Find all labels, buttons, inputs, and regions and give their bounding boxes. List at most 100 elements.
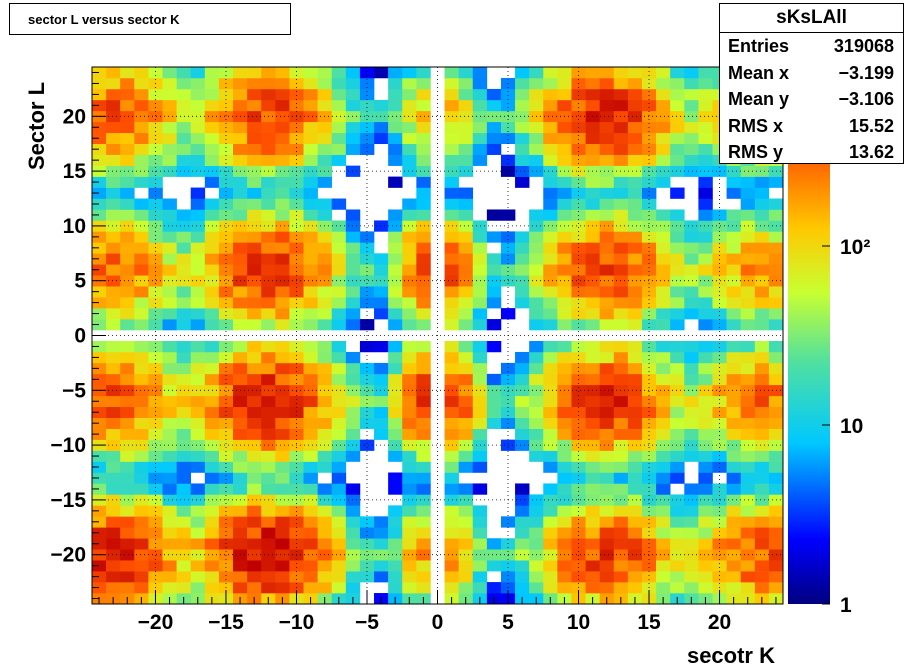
heatmap-cell	[261, 395, 276, 408]
heatmap-cell	[233, 121, 248, 134]
heatmap-cell	[92, 99, 107, 112]
x-tick-label: −5	[355, 611, 379, 634]
heatmap-cell	[641, 472, 657, 484]
heatmap-cell	[162, 319, 177, 331]
heatmap-cell	[599, 88, 615, 101]
heatmap-cell	[656, 483, 671, 495]
heatmap-cell	[303, 176, 318, 188]
heatmap-cell	[656, 165, 671, 177]
heatmap-cell	[613, 527, 629, 539]
heatmap-cell	[106, 88, 121, 101]
heatmap-cell	[656, 286, 671, 298]
heatmap-cell	[176, 319, 192, 331]
heatmap-cell	[345, 242, 361, 254]
heatmap-cell	[247, 450, 262, 462]
heatmap-cell	[233, 406, 248, 418]
heatmap-cell	[571, 264, 586, 276]
heatmap-cell	[303, 220, 318, 232]
heatmap-cell	[190, 165, 206, 177]
heatmap-cell	[458, 384, 474, 397]
heatmap-cell	[317, 209, 333, 221]
heatmap-cell	[359, 88, 375, 101]
heatmap-cell	[190, 395, 206, 408]
heatmap-cell	[289, 88, 304, 101]
heatmap-cell	[120, 461, 135, 473]
stats-value: −3.199	[838, 62, 894, 83]
heatmap-cell	[275, 176, 290, 188]
heatmap-cell	[275, 483, 290, 495]
heatmap-cell	[670, 351, 685, 364]
heatmap-cell	[627, 461, 643, 473]
heatmap-cell	[247, 472, 262, 484]
heatmap-cell	[656, 362, 671, 375]
heatmap-cell	[416, 505, 431, 517]
heatmap-cell	[331, 494, 347, 506]
heatmap-cell	[331, 538, 347, 550]
heatmap-cell	[500, 132, 516, 145]
heatmap-cell	[543, 384, 558, 397]
heatmap-cell	[162, 527, 177, 539]
heatmap-cell	[317, 373, 333, 386]
heatmap-cell	[317, 362, 333, 375]
heatmap-cell	[656, 450, 671, 462]
heatmap-cell	[698, 494, 713, 506]
heatmap-cell	[247, 198, 262, 210]
heatmap-cell	[627, 176, 643, 188]
heatmap-cell	[204, 362, 220, 375]
heatmap-cell	[261, 209, 276, 221]
heatmap-cell	[204, 88, 220, 101]
heatmap-cell	[303, 439, 318, 451]
heatmap-cell	[416, 154, 431, 166]
heatmap-cell	[134, 472, 149, 484]
heatmap-cell	[529, 428, 544, 440]
heatmap-cell	[684, 516, 699, 528]
heatmap-cell	[585, 253, 600, 265]
heatmap-cell	[275, 362, 290, 375]
heatmap-cell	[388, 362, 403, 375]
heatmap-cell	[289, 297, 304, 309]
heatmap-cell	[374, 538, 389, 550]
heatmap-cell	[176, 121, 192, 134]
heatmap-cell	[444, 121, 459, 134]
heatmap-cell	[740, 439, 756, 451]
heatmap-cell	[740, 560, 756, 572]
heatmap-cell	[204, 505, 220, 517]
heatmap-cell	[557, 483, 572, 495]
heatmap-cell	[768, 560, 784, 572]
heatmap-cell	[218, 143, 234, 155]
heatmap-cell	[740, 395, 756, 408]
heatmap-cell	[106, 143, 121, 155]
heatmap-cell	[92, 417, 107, 429]
heatmap-cell	[416, 494, 431, 506]
heatmap-cell	[740, 461, 756, 473]
heatmap-cell	[444, 297, 459, 309]
heatmap-cell	[204, 571, 220, 583]
heatmap-cell	[176, 297, 192, 309]
heatmap-cell	[599, 494, 615, 506]
heatmap-cell	[444, 165, 459, 177]
heatmap-cell	[656, 417, 671, 429]
heatmap-cell	[402, 242, 417, 254]
heatmap-cell	[359, 132, 375, 145]
heatmap-cell	[684, 275, 699, 287]
heatmap-cell	[247, 297, 262, 309]
heatmap-cell	[641, 143, 657, 155]
heatmap-cell	[247, 176, 262, 188]
heatmap-cell	[444, 472, 459, 484]
heatmap-cell	[670, 560, 685, 572]
heatmap-cell	[388, 395, 403, 408]
heatmap-cell	[684, 560, 699, 572]
heatmap-cell	[684, 406, 699, 418]
heatmap-cell	[233, 428, 248, 440]
heatmap-cell	[402, 560, 417, 572]
heatmap-cell	[726, 231, 741, 243]
heatmap-cell	[218, 494, 234, 506]
heatmap-cell	[585, 450, 600, 462]
heatmap-cell	[613, 428, 629, 440]
heatmap-cell	[684, 351, 699, 364]
heatmap-cell	[557, 99, 572, 112]
heatmap-cell	[331, 527, 347, 539]
heatmap-cell	[359, 231, 375, 243]
heatmap-cell	[599, 340, 615, 353]
heatmap-cell	[656, 264, 671, 276]
